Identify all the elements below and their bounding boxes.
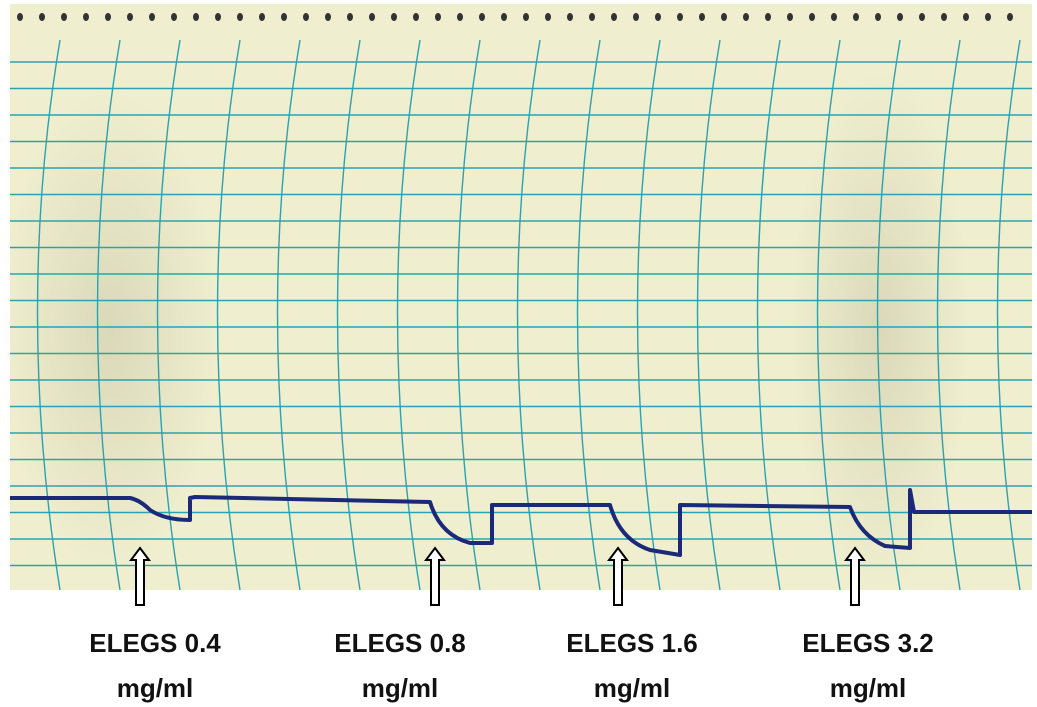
hole bbox=[853, 13, 859, 21]
hole bbox=[677, 13, 683, 21]
hole bbox=[941, 13, 947, 21]
figure: ELEGS 0.4 mg/ml ELEGS 0.8 mg/ml ELEGS 1.6 mg/… bbox=[0, 0, 1037, 707]
label-line: mg/ml bbox=[830, 673, 907, 703]
hole bbox=[567, 13, 573, 21]
hole bbox=[237, 13, 243, 21]
hole bbox=[809, 13, 815, 21]
hole bbox=[105, 13, 111, 21]
hole bbox=[589, 13, 595, 21]
label-line: mg/ml bbox=[594, 673, 671, 703]
hole bbox=[919, 13, 925, 21]
hole bbox=[699, 13, 705, 21]
label-line: ELEGS 0.8 bbox=[334, 628, 466, 658]
hole bbox=[83, 13, 89, 21]
hole bbox=[765, 13, 771, 21]
hole bbox=[39, 13, 45, 21]
hole bbox=[875, 13, 881, 21]
hole bbox=[633, 13, 639, 21]
hole bbox=[413, 13, 419, 21]
hole bbox=[523, 13, 529, 21]
hole bbox=[435, 13, 441, 21]
label-line: mg/ml bbox=[362, 673, 439, 703]
hole bbox=[1007, 13, 1013, 21]
hole bbox=[721, 13, 727, 21]
hole bbox=[479, 13, 485, 21]
hole bbox=[281, 13, 287, 21]
hole bbox=[215, 13, 221, 21]
hole bbox=[897, 13, 903, 21]
hole bbox=[325, 13, 331, 21]
label-line: ELEGS 0.4 bbox=[89, 628, 221, 658]
hole bbox=[545, 13, 551, 21]
hole bbox=[457, 13, 463, 21]
hole bbox=[501, 13, 507, 21]
labels: ELEGS 0.4 mg/ml ELEGS 0.8 mg/ml ELEGS 1.6 mg/… bbox=[89, 628, 934, 703]
hole bbox=[743, 13, 749, 21]
hole bbox=[127, 13, 133, 21]
hole bbox=[787, 13, 793, 21]
hole bbox=[655, 13, 661, 21]
hole bbox=[259, 13, 265, 21]
hole bbox=[193, 13, 199, 21]
label-line: mg/ml bbox=[117, 673, 194, 703]
hole bbox=[61, 13, 67, 21]
hole bbox=[985, 13, 991, 21]
hole bbox=[369, 13, 375, 21]
label-line: ELEGS 1.6 bbox=[566, 628, 698, 658]
hole bbox=[171, 13, 177, 21]
hole bbox=[391, 13, 397, 21]
hole bbox=[17, 13, 23, 21]
hole bbox=[963, 13, 969, 21]
label-line: ELEGS 3.2 bbox=[802, 628, 934, 658]
hole bbox=[303, 13, 309, 21]
hole bbox=[149, 13, 155, 21]
hole bbox=[347, 13, 353, 21]
hole bbox=[831, 13, 837, 21]
hole bbox=[611, 13, 617, 21]
